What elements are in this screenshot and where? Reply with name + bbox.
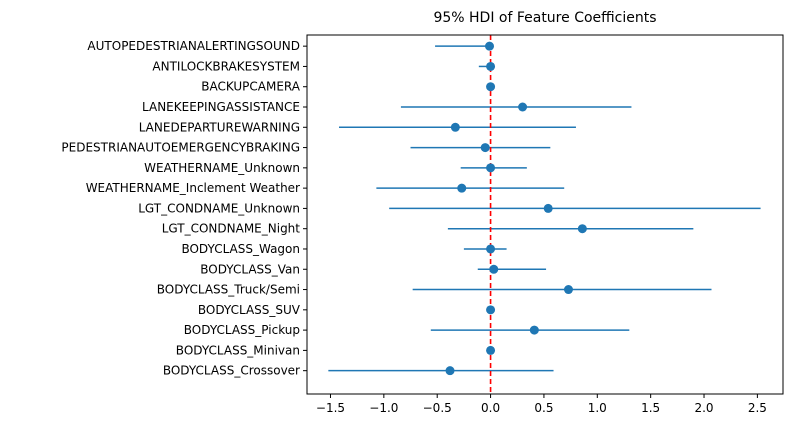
y-tick-label: BODYCLASS_SUV [198, 303, 301, 317]
y-tick-label: AUTOPEDESTRIANALERTINGSOUND [87, 39, 300, 53]
y-axis: AUTOPEDESTRIANALERTINGSOUND ANTILOCKBRAKE… [61, 39, 307, 378]
x-tick-label: 0.0 [481, 401, 500, 415]
x-tick-label: −1.0 [369, 401, 398, 415]
coefficient-point [486, 82, 496, 92]
x-tick-label: 0.5 [534, 401, 553, 415]
x-tick-label: 2.5 [748, 401, 767, 415]
x-tick-label: 2.0 [694, 401, 713, 415]
coefficient-point [486, 61, 496, 71]
coefficient-point [450, 122, 460, 132]
y-tick-label: BACKUPCAMERA [201, 80, 301, 94]
y-tick-label: LANEDEPARTUREWARNING [139, 120, 300, 134]
y-tick-label: ANTILOCKBRAKESYSTEM [152, 59, 300, 73]
plot-frame [306, 34, 784, 395]
coefficient-point [485, 41, 495, 51]
points-layer [445, 41, 587, 376]
chart-title: 95% HDI of Feature Coefficients [433, 10, 656, 26]
y-tick-label: BODYCLASS_Wagon [181, 242, 300, 256]
y-tick-label: BODYCLASS_Crossover [163, 364, 300, 378]
x-tick-label: 1.5 [641, 401, 660, 415]
y-tick-label: LANEKEEPINGASSISTANCE [142, 100, 300, 114]
coefficient-point [457, 183, 467, 193]
coefficient-point [486, 345, 496, 355]
coefficient-point [480, 143, 490, 153]
x-axis: −1.5 −1.0 −0.5 0.0 0.5 1.0 1.5 2.0 2.5 [316, 394, 767, 415]
coefficient-point [486, 305, 496, 315]
x-tick-label: −1.5 [316, 401, 345, 415]
y-tick-label: BODYCLASS_Van [200, 262, 300, 276]
y-tick-label: BODYCLASS_Minivan [176, 343, 300, 357]
x-tick-label: 1.0 [588, 401, 607, 415]
coefficient-point [445, 366, 455, 376]
coefficient-point [486, 244, 496, 254]
y-tick-label: BODYCLASS_Pickup [184, 323, 300, 337]
x-tick-label: −0.5 [423, 401, 452, 415]
coefficient-point [577, 224, 587, 234]
coefficient-point [529, 325, 539, 335]
coefficient-point [543, 203, 553, 213]
y-tick-label: LGT_CONDNAME_Night [162, 222, 301, 236]
coefficient-point [486, 163, 496, 173]
coefficient-point [518, 102, 528, 112]
y-tick-label: PEDESTRIANAUTOEMERGENCYBRAKING [61, 141, 300, 155]
y-tick-label: WEATHERNAME_Unknown [144, 161, 300, 175]
y-tick-label: LGT_CONDNAME_Unknown [138, 201, 300, 215]
y-tick-label: WEATHERNAME_Inclement Weather [86, 181, 300, 195]
coefficient-point [489, 264, 499, 274]
coefficient-point [563, 285, 573, 295]
y-tick-label: BODYCLASS_Truck/Semi [157, 283, 300, 297]
